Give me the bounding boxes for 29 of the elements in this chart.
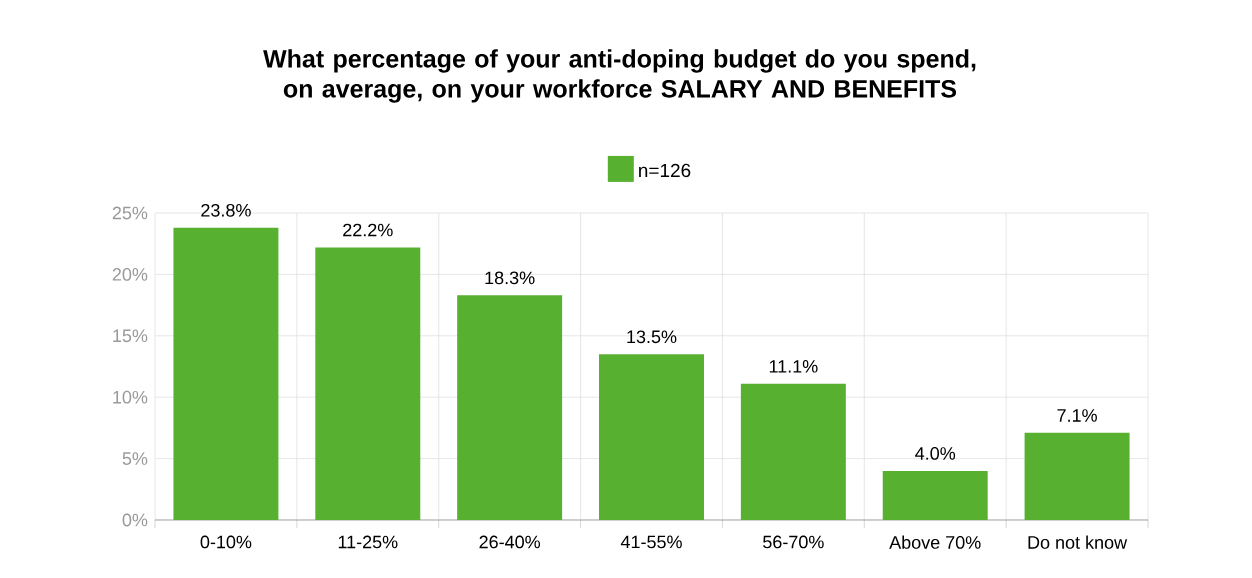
bar bbox=[882, 470, 988, 520]
x-tick-label: 0-10% bbox=[200, 535, 252, 549]
y-tick-label: 25% bbox=[112, 206, 148, 220]
data-label: 18.3% bbox=[485, 271, 535, 285]
y-tick-label: 5% bbox=[122, 452, 148, 465]
bar bbox=[1024, 432, 1130, 520]
x-tick-label: Do not know bbox=[1028, 535, 1128, 549]
bar bbox=[740, 383, 846, 520]
data-label: 4.0% bbox=[915, 447, 956, 460]
x-tick-label: 26-40% bbox=[479, 535, 541, 549]
data-label: 22.2% bbox=[343, 223, 393, 237]
x-tick-label: 56-70% bbox=[763, 535, 824, 549]
x-tick-label: 11-25% bbox=[338, 535, 398, 549]
x-tick-label: Above 70% bbox=[889, 535, 981, 549]
y-tick-label: 20% bbox=[112, 268, 148, 281]
data-label: 13.5% bbox=[627, 330, 677, 344]
bar bbox=[599, 354, 704, 520]
data-label: 11.1% bbox=[769, 360, 818, 373]
y-tick-label: 15% bbox=[113, 329, 148, 343]
y-tick-label: 0% bbox=[122, 513, 148, 527]
bar bbox=[457, 295, 563, 520]
x-tick-label: 41-55% bbox=[620, 535, 682, 549]
y-tick-label: 10% bbox=[113, 390, 148, 404]
legend-label: n=126 bbox=[639, 163, 691, 178]
bar bbox=[173, 227, 279, 520]
data-label: 7.1% bbox=[1057, 409, 1097, 422]
chart-title: What percentage of your anti-doping budget do you spend, on average, on your workforce SALARY AND BENEFITS bbox=[263, 49, 976, 103]
bar bbox=[315, 247, 421, 520]
data-label: 23.8% bbox=[201, 203, 251, 217]
